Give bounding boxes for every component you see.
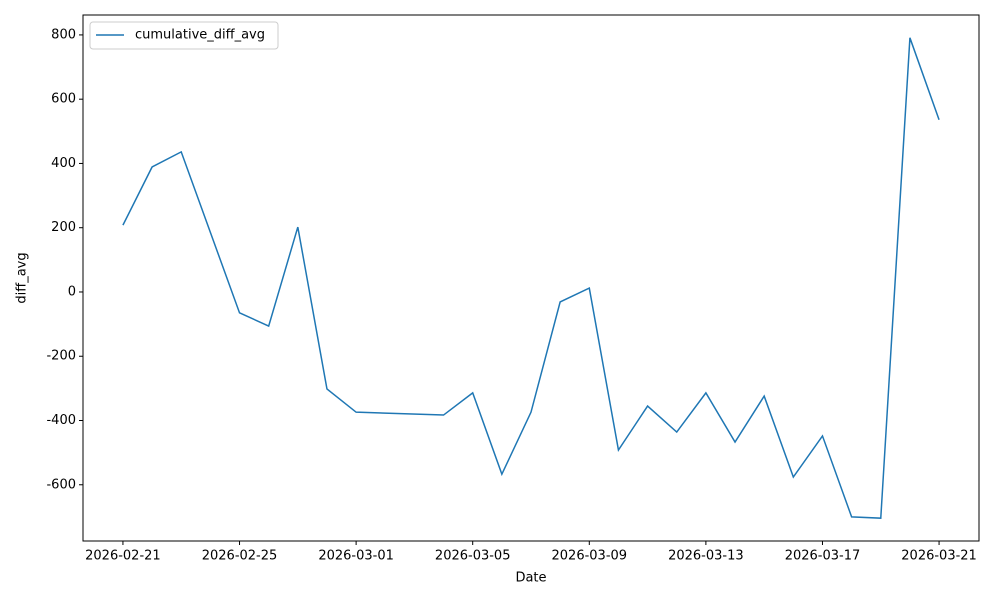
x-tick-label: 2026-03-17 [785,549,861,564]
y-axis-label: diff_avg [15,252,30,303]
y-tick-label: 800 [51,27,76,42]
x-tick-label: 2026-02-25 [202,549,278,564]
legend-box [89,21,279,50]
x-axis-label: Date [515,571,546,586]
x-tick-label: 2026-03-13 [668,549,744,564]
x-tick-label: 2026-03-05 [435,549,511,564]
legend-label: cumulative_diff_avg [135,28,265,43]
y-tick-label: -400 [46,413,76,428]
y-tick-label: -600 [46,477,76,492]
x-tick-label: 2026-03-01 [318,549,394,564]
x-tick-label: 2026-03-09 [552,549,628,564]
x-tick-label: 2026-03-21 [901,549,977,564]
y-tick-label: 600 [51,92,76,107]
y-tick-label: 400 [51,156,76,171]
plot-frame [82,14,980,542]
line [122,37,940,519]
y-tick-label: -200 [46,349,76,364]
y-tick-label: 0 [68,284,76,299]
x-tick-label: 2026-02-21 [85,549,161,564]
y-tick-label: 200 [51,220,76,235]
